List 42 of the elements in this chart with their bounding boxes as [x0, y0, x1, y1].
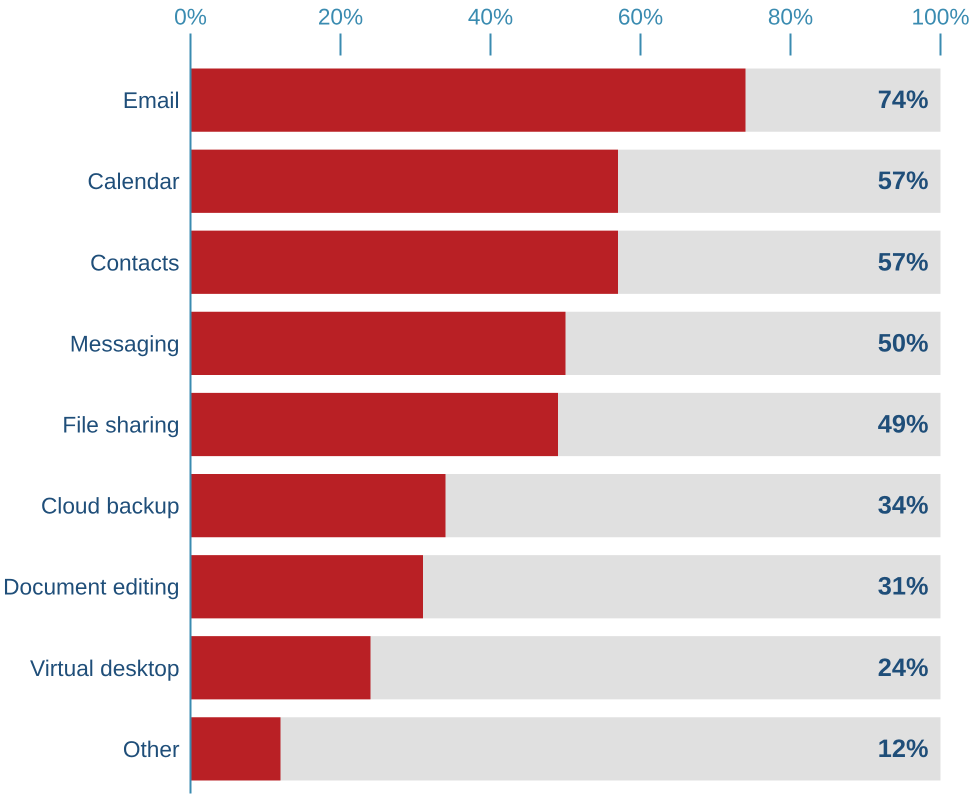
annotation: 57%	[878, 248, 929, 276]
y-tick-label: Virtual desktop	[30, 654, 180, 681]
annotation: 31%	[878, 572, 929, 601]
y-tick-label: Document editing	[3, 574, 180, 600]
bar	[190, 230, 618, 294]
x-tick-label: 40%	[468, 4, 514, 30]
bar	[280, 717, 940, 781]
y-tick-label: Calendar	[88, 168, 180, 194]
y-tick-label: Contacts	[90, 249, 180, 276]
bar	[370, 636, 940, 700]
bar	[446, 474, 940, 538]
bar	[190, 312, 566, 376]
bar	[190, 392, 558, 456]
bar	[566, 312, 940, 376]
annotation: 74%	[878, 86, 929, 114]
x-tick-label: 80%	[768, 4, 814, 30]
annotation: 24%	[878, 654, 929, 682]
y-tick-label: Other	[122, 736, 180, 762]
y-tick-label: Email	[122, 87, 180, 114]
bar	[190, 474, 446, 538]
y-tick-label: Cloud backup	[40, 492, 180, 519]
annotation: 50%	[878, 329, 929, 358]
y-tick-label: File sharing	[62, 412, 180, 438]
annotation: 34%	[878, 492, 929, 520]
bar	[190, 150, 618, 213]
bar	[618, 230, 940, 294]
x-tick-label: 20%	[318, 4, 364, 30]
annotation: 49%	[878, 410, 929, 438]
bar	[190, 555, 423, 618]
bar	[746, 68, 940, 132]
bar	[618, 150, 940, 213]
bar	[190, 636, 370, 700]
y-tick-label: Messaging	[70, 330, 180, 356]
x-tick-label: 0%	[174, 4, 207, 30]
x-tick-label: 60%	[618, 4, 664, 30]
bar	[190, 68, 746, 132]
bar	[190, 717, 280, 781]
bar	[558, 392, 940, 456]
annotation: 12%	[878, 734, 929, 763]
bar	[423, 555, 940, 618]
x-tick-label: 100%	[912, 4, 970, 30]
annotation: 57%	[878, 167, 929, 196]
